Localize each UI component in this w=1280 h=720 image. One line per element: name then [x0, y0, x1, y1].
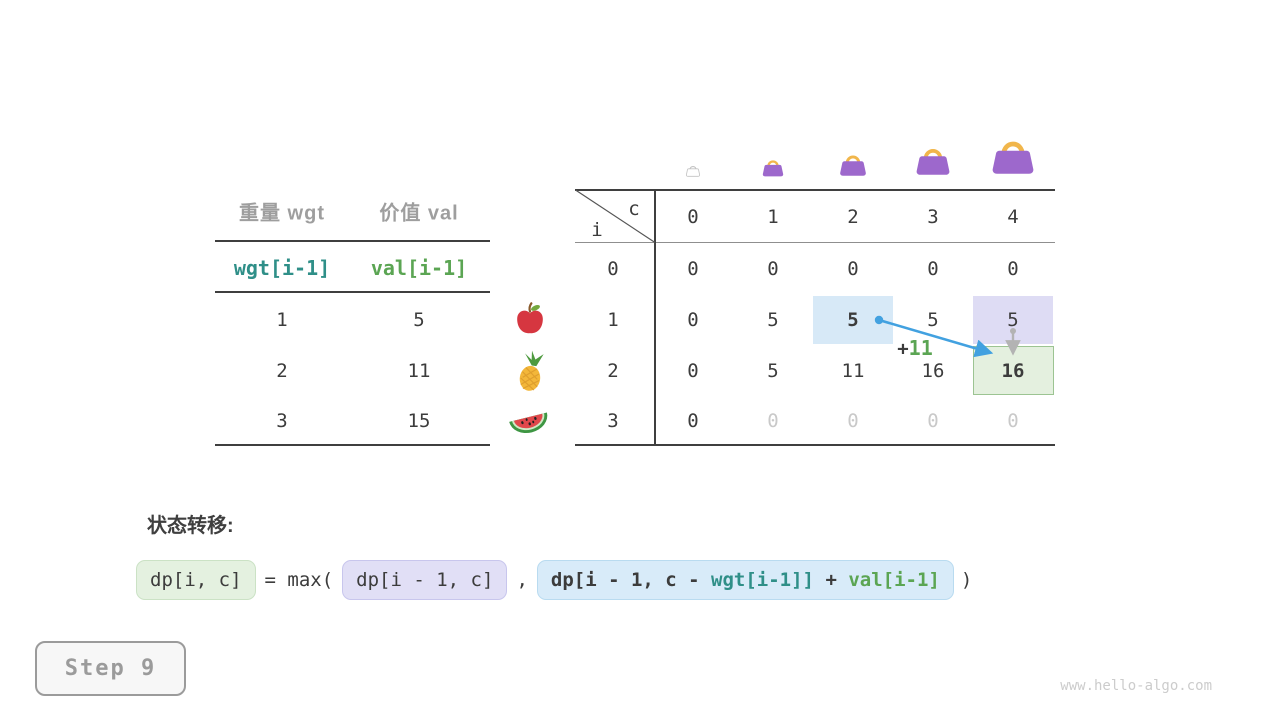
dp-col-label-4: 4: [1007, 206, 1019, 228]
dp-cell-i2-c1: 5: [767, 360, 779, 382]
transition-label: 状态转移:: [147, 515, 234, 537]
step-indicator-button[interactable]: Step 9: [35, 641, 186, 696]
items-rule-bottom: [215, 444, 490, 446]
dp-cell-i3-c2: 0: [847, 410, 859, 432]
item-row-wgt: 2: [276, 360, 288, 382]
dp-cell-i0-c2: 0: [847, 258, 859, 280]
dp-row-label-0: 0: [607, 258, 619, 280]
dp-cell-i1-c1: 5: [767, 309, 779, 331]
dp-corner-row-var: i: [591, 219, 603, 241]
dp-cell-i3-c3: 0: [927, 410, 939, 432]
formula-eq-max: = max(: [264, 569, 334, 591]
dp-cell-i1-c2: 5: [847, 309, 859, 331]
dp-col-label-1: 1: [767, 206, 779, 228]
item-row-val: 15: [407, 410, 431, 432]
dp-row-label-1: 1: [607, 309, 619, 331]
dp-cell-i3-c0: 0: [687, 410, 699, 432]
dp-cell-i1-c3: 5: [927, 309, 939, 331]
dp-cell-i0-c1: 0: [767, 258, 779, 280]
dp-cell-i2-c0: 0: [687, 360, 699, 382]
dp-cell-i0-c0: 0: [687, 258, 699, 280]
dp-header-diagonal: [575, 189, 656, 244]
dp-cell-i3-c4: 0: [1007, 410, 1019, 432]
item-row-val: 11: [407, 360, 431, 382]
items-rule-top: [215, 240, 490, 242]
dp-rule-header: [575, 242, 1055, 244]
watermelon-icon: [507, 403, 552, 440]
dp-row-label-3: 3: [607, 410, 619, 432]
dp-rule-bottom: [575, 443, 1055, 446]
dp-col-label-3: 3: [927, 206, 939, 228]
dp-rule-top: [575, 189, 1055, 191]
bag-size-3-icon: [915, 142, 952, 179]
items-subheader-wgt: wgt[i-1]: [233, 256, 331, 280]
item-row-val: 5: [413, 309, 425, 331]
dp-cell-i0-c3: 0: [927, 258, 939, 280]
dp-cell-i1-c4: 5: [1007, 309, 1019, 331]
formula-arg2-wgt-part: wgt[i-1]]: [711, 569, 814, 591]
pineapple-icon: [513, 349, 550, 394]
site-url: www.hello-algo.com: [1060, 678, 1212, 694]
dp-cell-i2-c3: 16: [921, 360, 945, 382]
transition-formula: dp[i, c] = max( dp[i - 1, c] , dp[i - 1,…: [136, 560, 981, 600]
formula-close-paren: ): [960, 569, 973, 591]
item-row-wgt: 1: [276, 309, 288, 331]
dp-cell-i1-c0: 0: [687, 309, 699, 331]
transition-add-annotation: +11: [897, 336, 933, 360]
items-header-value: 价值 val: [379, 202, 459, 225]
dp-cell-i3-c1: 0: [767, 410, 779, 432]
formula-arg2-plus: +: [814, 569, 849, 591]
dp-col-label-2: 2: [847, 206, 859, 228]
dp-corner-col-var: c: [628, 198, 640, 220]
formula-arg2-box: dp[i - 1, c - wgt[i-1]] + val[i-1]: [536, 560, 954, 600]
bag-size-1-icon: [762, 156, 785, 179]
dp-cell-i0-c4: 0: [1007, 258, 1019, 280]
bag-size-4-icon: [990, 133, 1036, 179]
items-header-weight: 重量 wgt: [239, 202, 325, 225]
dp-rule-vertical: [654, 189, 656, 445]
dp-cell-i2-c4: 16: [1001, 360, 1025, 382]
annotation-plus-sign: +: [897, 338, 909, 360]
bag-size-2-icon: [839, 150, 868, 179]
items-subheader-val: val[i-1]: [370, 256, 468, 280]
formula-lhs-box: dp[i, c]: [136, 560, 256, 600]
items-rule-mid: [215, 291, 490, 293]
formula-arg1-box: dp[i - 1, c]: [342, 560, 508, 600]
formula-comma: ,: [516, 569, 528, 591]
annotation-add-value: 11: [908, 336, 933, 360]
apple-icon: [514, 301, 547, 336]
dp-col-label-0: 0: [687, 206, 699, 228]
item-row-wgt: 3: [276, 410, 288, 432]
dp-row-label-2: 2: [607, 360, 619, 382]
formula-arg2-dp-part: dp[i - 1, c -: [550, 569, 712, 591]
dp-cell-i2-c2: 11: [841, 360, 865, 382]
bag-empty-icon: [685, 162, 701, 179]
formula-arg2-val-part: val[i-1]: [848, 569, 940, 591]
